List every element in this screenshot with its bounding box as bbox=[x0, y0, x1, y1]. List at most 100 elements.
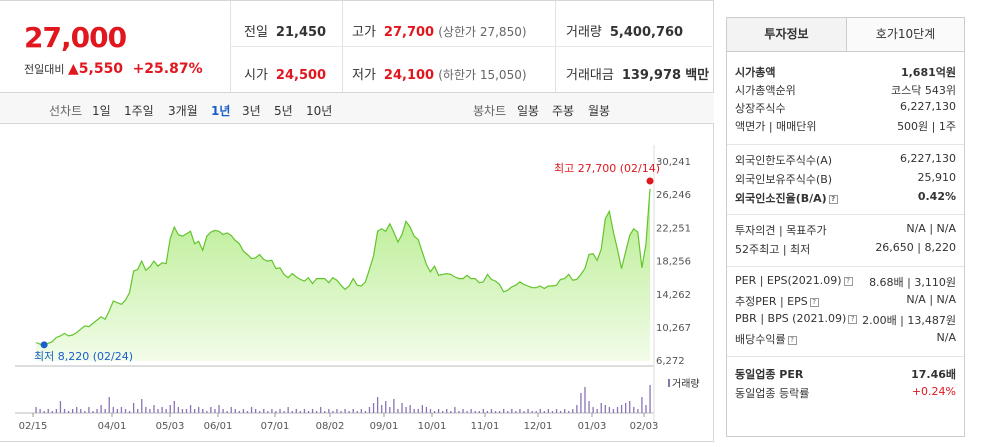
volume-bar bbox=[120, 407, 123, 413]
volume-bar bbox=[498, 411, 501, 413]
volume-bar bbox=[173, 401, 175, 413]
day-high: 고가 27,700 (상한가 27,850) bbox=[352, 25, 527, 40]
volume-bar bbox=[267, 411, 269, 413]
period-3m[interactable]: 3개월 bbox=[168, 104, 198, 118]
volume-bar bbox=[450, 411, 452, 413]
volume-bar bbox=[352, 409, 354, 413]
volume-bar bbox=[633, 407, 635, 413]
volume-bar bbox=[324, 411, 326, 413]
volume-bar bbox=[35, 407, 37, 413]
stock-panel: 27,000 전일대비 ▲5,550 +25.87% 전일 21,450 고가 27… bbox=[0, 0, 714, 442]
volume-bar bbox=[344, 409, 346, 413]
x-tick-label: 04/01 bbox=[98, 421, 127, 432]
volume-bar bbox=[43, 411, 45, 413]
volume-bar bbox=[616, 407, 619, 413]
period-5y[interactable]: 5년 bbox=[274, 104, 293, 118]
volume-bar bbox=[559, 411, 562, 413]
volume-bar bbox=[157, 409, 159, 413]
volume-bar bbox=[71, 409, 74, 413]
volume-bar bbox=[185, 409, 188, 413]
volume-bar bbox=[230, 407, 232, 413]
x-tick-label: 02/15 bbox=[19, 421, 48, 432]
volume-bar bbox=[149, 409, 151, 413]
prev-close: 전일 21,450 bbox=[244, 25, 327, 40]
volume-bar bbox=[299, 411, 302, 413]
volume-bar bbox=[88, 407, 90, 413]
volume-bar bbox=[413, 409, 415, 413]
y-tick-label: 26,246 bbox=[656, 190, 691, 201]
candle-daily[interactable]: 일봉 bbox=[517, 104, 540, 118]
tab-invest-info[interactable]: 투자정보 bbox=[726, 17, 846, 52]
y-tick-label: 22,251 bbox=[656, 223, 691, 234]
volume-bar bbox=[202, 409, 204, 413]
volume-bar bbox=[116, 409, 119, 413]
volume-bar bbox=[409, 405, 411, 413]
help-icon[interactable]: ? bbox=[787, 335, 797, 345]
price-chart-svg: 30,241 26,246 22,251 18,256 14,262 10,267 6,27… bbox=[15, 145, 700, 432]
volume-bar bbox=[96, 409, 98, 413]
volume-bar bbox=[348, 411, 350, 413]
min-marker bbox=[40, 341, 48, 349]
volume-bar bbox=[169, 405, 171, 413]
volume-bar bbox=[137, 409, 139, 413]
volume-bar bbox=[287, 407, 289, 413]
period-1y[interactable]: 1년 bbox=[211, 104, 231, 118]
volume-bar bbox=[181, 409, 184, 413]
period-1d[interactable]: 1일 bbox=[92, 104, 111, 118]
volume-bar bbox=[242, 409, 245, 413]
volume-bar bbox=[254, 409, 257, 413]
volume-bar bbox=[259, 411, 261, 413]
volume-bar bbox=[645, 405, 647, 413]
volume-bar bbox=[466, 411, 468, 413]
help-icon[interactable]: ? bbox=[848, 314, 858, 324]
help-icon[interactable]: ? bbox=[828, 194, 838, 204]
volume-bar bbox=[238, 411, 241, 413]
dividend-row: 배당수익률? N/A bbox=[735, 331, 956, 346]
volume-bar bbox=[263, 409, 265, 413]
volume-bar bbox=[67, 411, 70, 413]
volume-bar bbox=[527, 409, 529, 413]
volume-bar bbox=[511, 409, 513, 413]
divider bbox=[727, 356, 964, 357]
period-1w[interactable]: 1주일 bbox=[124, 104, 154, 118]
day-low: 저가 24,100 (하한가 15,050) bbox=[352, 68, 527, 83]
y-tick-label: 6,272 bbox=[656, 356, 685, 367]
volume-bar bbox=[381, 405, 383, 413]
volume-bar bbox=[531, 411, 533, 413]
period-10y[interactable]: 10년 bbox=[306, 104, 333, 118]
volume-bar bbox=[596, 409, 598, 413]
volume-bar bbox=[486, 411, 489, 413]
volume-bar bbox=[446, 409, 448, 413]
industry-per-row: 동일업종 PER 17.46배 bbox=[735, 368, 956, 381]
opinion-row: 투자의견 | 목표주가 N/A | N/A bbox=[735, 222, 956, 237]
tab-order-book[interactable]: 호가10단계 bbox=[846, 17, 965, 52]
candle-monthly[interactable]: 월봉 bbox=[588, 104, 611, 118]
volume-bar bbox=[519, 409, 521, 413]
x-tick-label: 01/03 bbox=[578, 421, 607, 432]
divider bbox=[727, 144, 964, 145]
volume-bar bbox=[161, 407, 163, 413]
line-chart-label: 선차트 bbox=[49, 104, 83, 118]
x-tick-label: 12/01 bbox=[524, 421, 553, 432]
help-icon[interactable]: ? bbox=[809, 297, 819, 307]
current-price: 27,000 bbox=[24, 21, 127, 54]
volume-bar bbox=[104, 409, 106, 413]
volume-bar bbox=[328, 409, 330, 413]
volume-bar bbox=[364, 411, 367, 413]
volume-bar bbox=[198, 407, 200, 413]
help-icon[interactable]: ? bbox=[843, 276, 853, 286]
week52-row: 52주최고 | 최저 26,650 | 8,220 bbox=[735, 241, 956, 256]
volume-bar bbox=[535, 411, 537, 413]
volume-bar bbox=[421, 405, 423, 413]
candle-weekly[interactable]: 주봉 bbox=[552, 104, 575, 118]
foreign-ratio-row: 외국인소진율(B/A)? 0.42% bbox=[735, 190, 956, 205]
volume: 거래량 5,400,760 bbox=[566, 25, 684, 40]
est-per-row: 추정PER | EPS? N/A | N/A bbox=[735, 293, 956, 308]
volume-bar bbox=[210, 407, 212, 413]
volume-bar bbox=[568, 411, 570, 413]
period-3y[interactable]: 3년 bbox=[242, 104, 261, 118]
x-tick-label: 09/01 bbox=[370, 421, 399, 432]
volume-bar bbox=[153, 405, 155, 413]
x-tick-label: 06/01 bbox=[204, 421, 233, 432]
volume-bar bbox=[108, 397, 110, 413]
